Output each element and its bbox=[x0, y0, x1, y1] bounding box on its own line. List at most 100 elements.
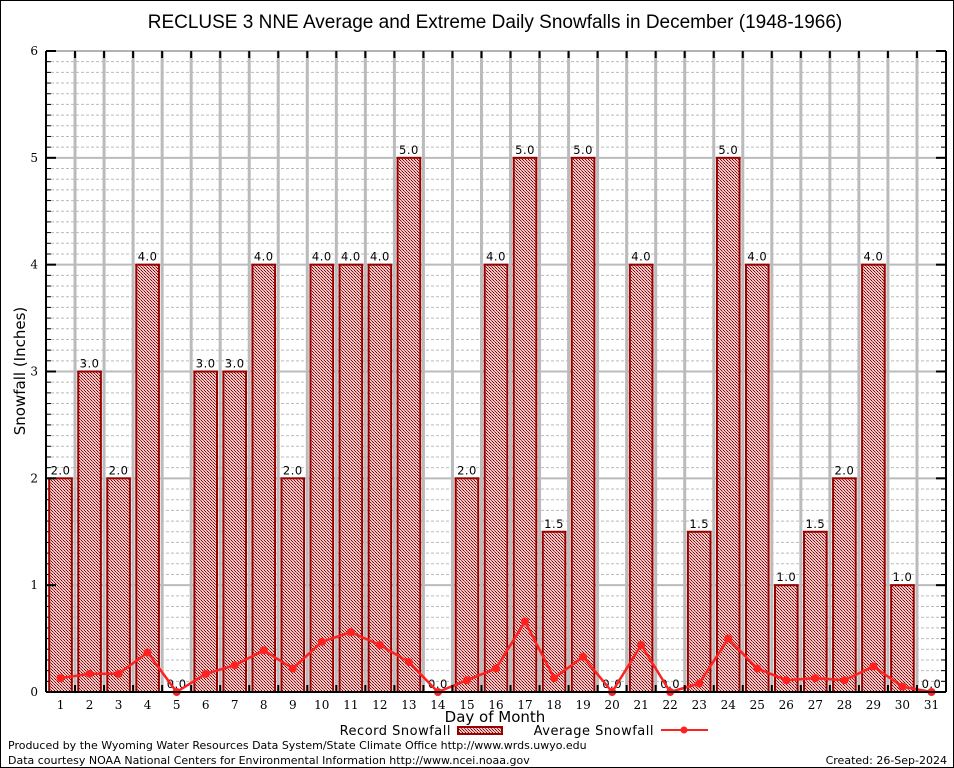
record-bar bbox=[454, 477, 480, 694]
average-point bbox=[869, 662, 878, 671]
bar-value-label: 2.0 bbox=[283, 463, 303, 477]
bar-value-label: 3.0 bbox=[225, 357, 245, 371]
record-bar bbox=[135, 263, 160, 693]
x-tick-label: 31 bbox=[924, 698, 939, 712]
bar-value-label: 0.0 bbox=[167, 677, 187, 691]
bar-value-label: 2.0 bbox=[51, 463, 71, 477]
bar-value-label: 1.0 bbox=[893, 570, 913, 584]
bar-labels: 2.0 3.0 2.0 4.0 0.0 3.0 3.0 4.0 2.0 4.0 4.0 4.0 5.0 0… bbox=[51, 143, 942, 691]
average-point bbox=[462, 676, 471, 685]
x-tick-label: 17 bbox=[517, 698, 532, 712]
x-tick-label: 10 bbox=[314, 698, 329, 712]
average-point bbox=[375, 640, 384, 649]
record-bar bbox=[686, 530, 712, 693]
x-tick-label: 5 bbox=[173, 698, 181, 712]
average-point bbox=[724, 634, 733, 643]
x-tick-label: 22 bbox=[663, 698, 678, 712]
legend-record-swatch bbox=[457, 726, 503, 735]
x-tick-label: 12 bbox=[372, 698, 387, 712]
record-bar bbox=[106, 477, 131, 694]
average-point bbox=[201, 669, 210, 678]
record-bar bbox=[832, 477, 857, 694]
footer-data-courtesy: Data courtesy NOAA National Centers for … bbox=[8, 754, 530, 767]
record-bars bbox=[48, 156, 915, 694]
bar-value-label: 2.0 bbox=[834, 463, 854, 477]
bar-value-label: 3.0 bbox=[196, 357, 216, 371]
y-tick-label: 3 bbox=[30, 365, 38, 379]
bar-value-label: 5.0 bbox=[515, 143, 535, 157]
bar-value-label: 5.0 bbox=[573, 143, 593, 157]
x-tick-label: 26 bbox=[779, 698, 794, 712]
bar-value-label: 4.0 bbox=[312, 250, 332, 264]
average-point bbox=[782, 676, 791, 685]
legend: Record Snowfall Average Snowfall bbox=[340, 724, 708, 739]
x-tick-label: 20 bbox=[604, 698, 619, 712]
average-point bbox=[288, 664, 297, 673]
bar-value-label: 2.0 bbox=[109, 463, 129, 477]
average-line bbox=[56, 617, 936, 696]
bar-value-label: 5.0 bbox=[399, 143, 419, 157]
y-tick-label: 5 bbox=[30, 151, 38, 165]
bar-value-label: 4.0 bbox=[864, 250, 884, 264]
bar-value-label: 4.0 bbox=[138, 250, 158, 264]
record-bar bbox=[541, 530, 567, 693]
y-tick-label: 0 bbox=[30, 685, 38, 699]
record-bar bbox=[628, 263, 654, 693]
x-tick-label: 25 bbox=[750, 698, 765, 712]
record-bar bbox=[396, 156, 422, 694]
bar-value-label: 4.0 bbox=[370, 250, 390, 264]
x-tick-label: 7 bbox=[231, 698, 239, 712]
average-point bbox=[840, 676, 849, 685]
x-tick-label: 19 bbox=[575, 698, 590, 712]
x-tick-label: 2 bbox=[86, 698, 94, 712]
legend-average-marker bbox=[680, 726, 688, 734]
x-tick-label: 3 bbox=[115, 698, 123, 712]
bar-value-label: 4.0 bbox=[747, 250, 767, 264]
record-bar bbox=[251, 263, 277, 693]
x-tick-label: 4 bbox=[144, 698, 152, 712]
average-point bbox=[579, 652, 588, 661]
average-point bbox=[346, 628, 355, 637]
bar-value-label: 1.0 bbox=[776, 570, 796, 584]
x-tick-label: 29 bbox=[866, 698, 881, 712]
bar-value-label: 1.5 bbox=[689, 517, 709, 531]
record-bar bbox=[715, 156, 741, 694]
x-tick-label: 13 bbox=[401, 698, 416, 712]
chart-title: RECLUSE 3 NNE Average and Extreme Daily … bbox=[148, 12, 843, 33]
bar-value-label: 0.0 bbox=[922, 677, 942, 691]
x-tick-label: 8 bbox=[260, 698, 268, 712]
y-axis-title: Snowfall (Inches) bbox=[11, 307, 29, 435]
x-tick-label: 18 bbox=[546, 698, 561, 712]
bar-value-label: 1.5 bbox=[805, 517, 825, 531]
x-axis-title: Day of Month bbox=[445, 708, 546, 726]
bar-value-label: 1.5 bbox=[544, 517, 564, 531]
record-bar bbox=[309, 263, 335, 693]
record-bar bbox=[222, 370, 248, 693]
x-tick-label: 14 bbox=[430, 698, 446, 712]
record-bar bbox=[803, 530, 828, 693]
y-tick-label: 6 bbox=[30, 44, 38, 58]
legend-record-label: Record Snowfall bbox=[340, 724, 451, 739]
x-tick-label: 6 bbox=[202, 698, 210, 712]
record-bar bbox=[512, 156, 538, 694]
x-tick-label: 1 bbox=[57, 698, 65, 712]
average-point bbox=[753, 664, 762, 673]
footer-produced-by: Produced by the Wyoming Water Resources … bbox=[8, 739, 587, 752]
average-point bbox=[637, 640, 646, 649]
x-tick-label: 16 bbox=[488, 698, 503, 712]
average-point bbox=[898, 682, 907, 691]
y-tick-labels: 0 1 2 3 4 5 6 bbox=[30, 44, 38, 699]
record-bar bbox=[77, 370, 102, 693]
y-tick-label: 4 bbox=[30, 258, 38, 272]
record-bar bbox=[861, 263, 886, 693]
x-tick-label: 24 bbox=[721, 698, 737, 712]
record-bar bbox=[483, 263, 509, 693]
x-tick-label: 28 bbox=[837, 698, 852, 712]
axes bbox=[45, 50, 947, 693]
y-tick-label: 1 bbox=[30, 578, 38, 592]
record-bar bbox=[193, 370, 219, 693]
average-point bbox=[811, 674, 820, 683]
legend-average-label: Average Snowfall bbox=[534, 724, 654, 739]
bar-value-label: 0.0 bbox=[660, 677, 680, 691]
average-point bbox=[550, 674, 559, 683]
